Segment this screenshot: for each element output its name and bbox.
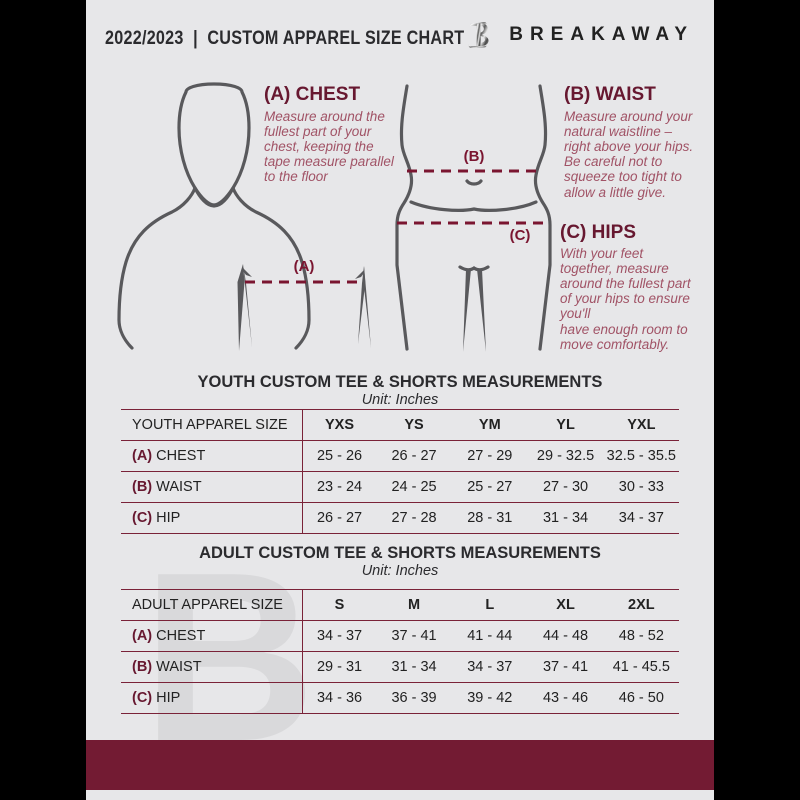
svg-text:(C): (C): [510, 227, 531, 244]
svg-text:(A): (A): [294, 258, 315, 275]
svg-text:(B): (B): [464, 148, 485, 165]
